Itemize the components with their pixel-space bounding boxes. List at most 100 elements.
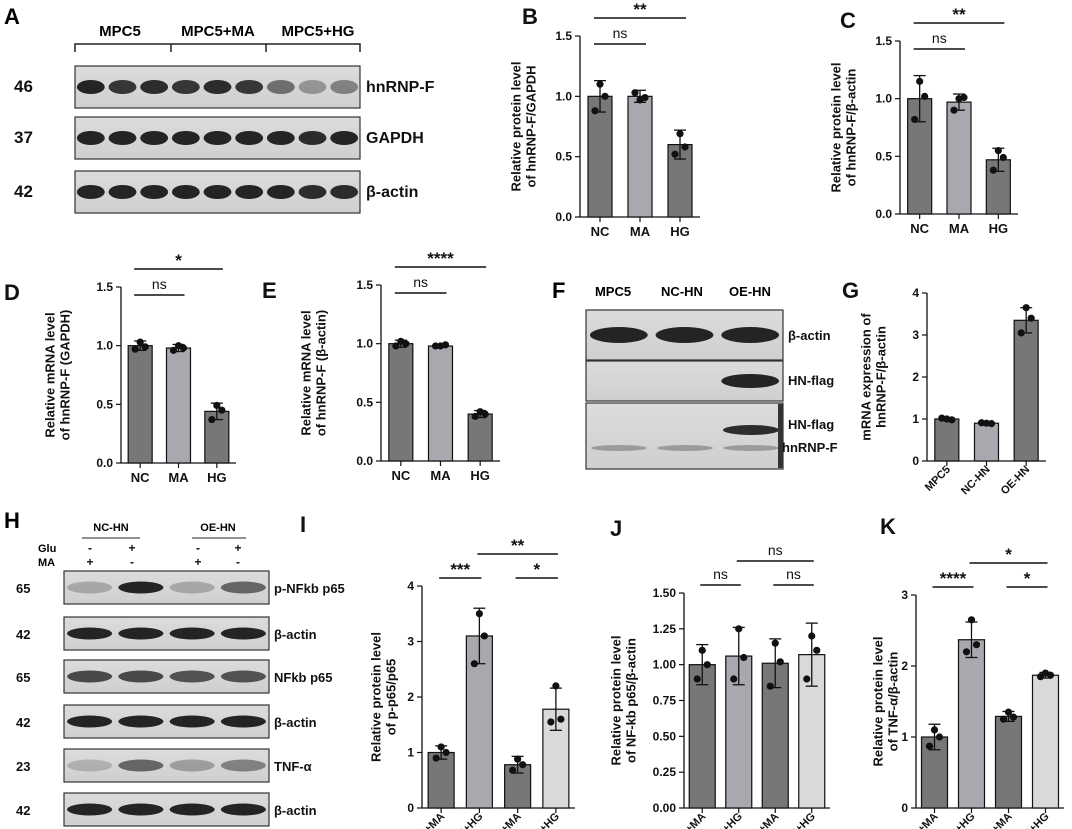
bar [467,413,493,462]
x-tick-label: NC-HN+MA [890,811,940,829]
blot-strip-f-3 [585,402,784,470]
data-point [208,415,216,424]
group-label-mpc5-ma: MPC5+MA [181,23,255,40]
y-axis-label-j: Relative protein level of NF-kb p65/β-act… [609,635,639,765]
data-point [631,89,639,97]
blot-panel-h: 65 p-NFkb p65 42 β-actin 65 NFkb p65 42 β-actin… [16,570,345,827]
x-tick-label: HG [207,470,227,485]
data-point [921,92,929,100]
significance-label: **** [427,249,454,268]
data-point [509,766,517,774]
panel-letter-h: H [4,508,20,533]
data-point [813,646,821,654]
y-axis-label-line: of p-p65/p65 [384,659,399,736]
data-point [930,726,939,734]
y-tick-label: 0.5 [875,149,892,163]
chart-d: D 0.0 0.5 1.0 1.5 Relative mRNA level of hnRNP… [4,251,236,485]
y-axis-label-line: Relative mRNA level [43,312,58,437]
protein-label-f-2: HN-flag [788,373,834,388]
y-tick-label: 1.0 [875,92,892,106]
blot-strip-a-3 [74,170,361,214]
ma-sign-4: - [236,555,240,569]
y-tick-label: 1.50 [653,586,677,600]
data-point [1027,314,1035,322]
y-tick-label: 0.0 [875,207,892,221]
data-point [557,715,565,723]
blot-panel-f: β-actin HN-flag HN-flag hnRNP-F [585,309,838,470]
chart-e: E 0.0 0.5 1.0 1.5 Relative mRNA level of hnRNP… [262,249,500,483]
y-axis-label-line: of NF-kb p65/β-actin [624,638,639,763]
y-tick-label: 0.0 [356,454,373,468]
data-point [967,616,976,624]
y-axis-label-line: of TNF-α/β-actin [886,652,901,752]
data-point [442,748,450,757]
data-point [471,412,479,421]
y-tick-label: 0 [912,454,919,468]
data-point [392,342,400,350]
mw-label-h-6: 42 [16,803,30,818]
ma-sign-1: + [86,555,93,569]
data-point [999,715,1008,723]
protein-label-f-3: HN-flag [788,417,834,432]
y-tick-label: 1.25 [653,622,677,636]
x-tick-label: NC-HN+MA [397,811,447,829]
data-point [169,346,178,354]
group-label-mpc5: MPC5 [99,23,141,40]
significance-label: * [533,560,540,579]
y-tick-label: 0.00 [653,801,677,815]
protein-label-f-4: hnRNP-F [782,440,838,455]
data-point [1004,708,1013,716]
chart-j: J 0.00 0.25 0.50 0.75 1.00 1.25 1.50 Relative pr… [609,516,830,829]
data-point [698,646,706,654]
y-axis-label-line: hnRNP-F/β-actin [874,326,889,428]
group-label-nc-hn: NC-HN [93,522,128,534]
significance-label: ** [511,536,525,555]
data-point [730,675,738,683]
y-tick-label: 0 [407,801,414,815]
data-point [938,414,946,422]
x-tick-label: NC [131,470,150,485]
mw-label-h-1: 65 [16,581,30,596]
treatment-signs-h: - + - ++ - + - [86,541,241,569]
y-axis-label-line: mRNA expression of [859,313,874,441]
bar [427,751,455,809]
y-tick-label: 1.0 [555,89,572,103]
bar [1013,319,1039,462]
data-point [641,93,649,102]
x-tick-label: NC [391,468,410,483]
bar [688,664,716,809]
chart-c: C 0.0 0.5 1.0 1.5 Relative protein level of hn… [829,5,1018,236]
protein-label-h-6: β-actin [274,803,317,818]
blot-strip-f-1 [585,309,784,361]
y-tick-label: 0.5 [96,397,113,411]
data-point [1036,673,1045,681]
glu-sign-3: - [196,541,200,555]
data-point [987,420,996,428]
panel-letter-g: G [842,278,859,303]
group-label-mpc5-hg: MPC5+HG [282,23,355,40]
significance-label: ** [633,0,647,19]
significance-label: *** [450,560,470,579]
significance-label: ns [152,276,167,292]
protein-label-h-1: p-NFkb p65 [274,581,345,596]
data-point [213,401,221,410]
significance-label: ns [713,566,728,582]
y-tick-label: 4 [407,579,414,593]
data-point [514,755,522,763]
data-point [911,115,919,124]
significance-label: ns [932,30,947,46]
x-tick-label: HG [470,468,490,483]
chart-g: G 0 1 2 3 4 mRNA expression of hnRNP-F/β-actin M… [842,278,1046,497]
data-point [1046,671,1055,679]
protein-label-a-1: hnRNP-F [366,79,435,96]
mw-label-a-3: 42 [14,182,33,201]
glu-sign-4: + [234,541,241,555]
x-tick-label: HG [989,221,1009,236]
bar [994,715,1023,809]
significance-label: ns [786,566,801,582]
protein-label-h-2: β-actin [274,627,317,642]
x-tick-label: MA [630,224,651,239]
data-point [948,416,956,424]
y-tick-label: 0.5 [356,395,373,409]
glu-sign-2: + [128,541,135,555]
